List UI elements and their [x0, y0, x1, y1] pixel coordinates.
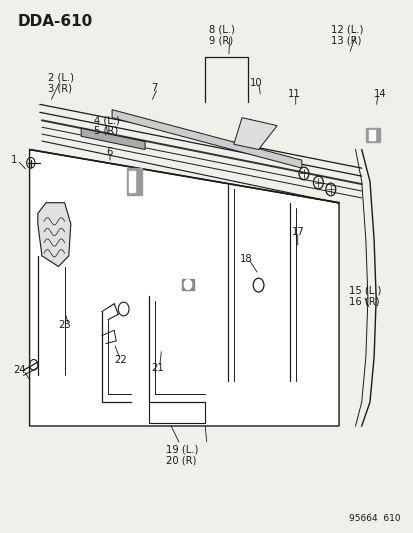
Text: 10: 10 [250, 78, 262, 88]
Text: 11: 11 [287, 88, 299, 99]
Text: 12 (L.): 12 (L.) [330, 25, 362, 35]
Text: DDA-610: DDA-610 [17, 14, 92, 29]
Polygon shape [29, 150, 338, 426]
Text: 3 (R): 3 (R) [48, 83, 72, 93]
Text: 8 (L.): 8 (L.) [209, 25, 234, 35]
Text: 9 (R): 9 (R) [209, 36, 233, 45]
Polygon shape [81, 128, 145, 150]
Text: 19 (L.): 19 (L.) [165, 445, 198, 455]
Polygon shape [112, 110, 301, 168]
Text: 13 (R): 13 (R) [330, 36, 360, 45]
Text: 6: 6 [106, 147, 112, 157]
Text: 18: 18 [240, 254, 252, 263]
Bar [182, 279, 193, 290]
Text: 16 (R): 16 (R) [349, 296, 379, 306]
Text: 95664  610: 95664 610 [349, 514, 400, 523]
Text: 23: 23 [58, 320, 71, 330]
Text: 1: 1 [11, 155, 17, 165]
Polygon shape [38, 203, 71, 266]
Text: 5 (R): 5 (R) [93, 126, 117, 136]
Text: 21: 21 [151, 362, 164, 373]
Text: 24: 24 [13, 365, 26, 375]
Text: 22: 22 [114, 354, 127, 365]
Text: 20 (R): 20 (R) [165, 456, 196, 465]
Bar [365, 128, 380, 142]
Text: 4 (L.): 4 (L.) [93, 115, 119, 125]
Text: 15 (L.): 15 (L.) [349, 286, 381, 295]
Bar [128, 171, 135, 192]
Text: 7: 7 [151, 83, 157, 93]
Bar [368, 130, 375, 140]
Text: 17: 17 [291, 227, 304, 237]
Bar [126, 168, 142, 195]
Circle shape [184, 280, 191, 289]
Polygon shape [233, 118, 276, 150]
Text: 14: 14 [373, 88, 386, 99]
Text: 2 (L.): 2 (L.) [48, 73, 74, 83]
